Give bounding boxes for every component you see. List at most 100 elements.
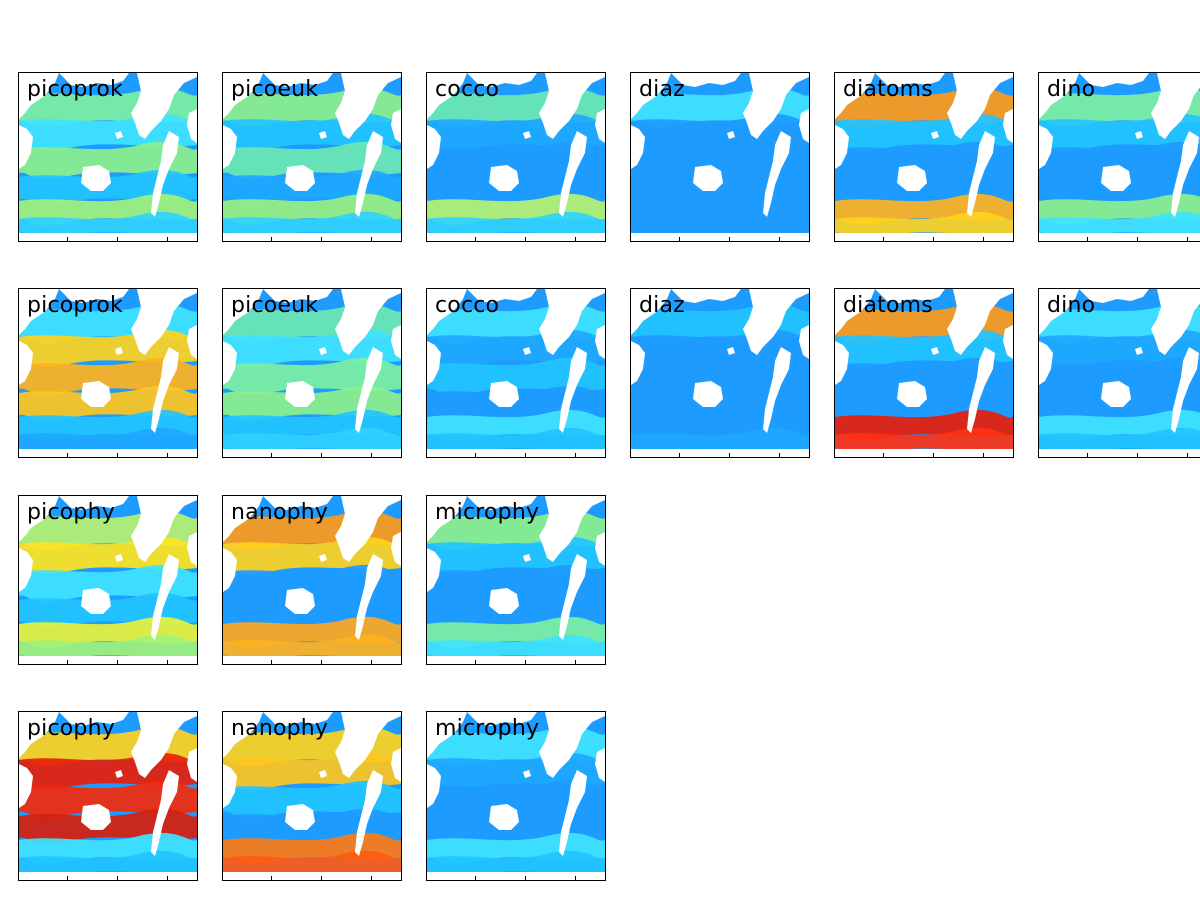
land-mask-4 — [427, 764, 441, 808]
map-plot — [631, 289, 809, 457]
panel-picoprok-row-1: picoprok — [18, 72, 198, 242]
field-band-6 — [19, 850, 197, 878]
land-mask-3 — [19, 712, 59, 758]
land-mask-5 — [693, 381, 723, 407]
field-band-6 — [223, 850, 401, 878]
panel-label: diatoms — [843, 293, 933, 318]
map-plot — [427, 73, 605, 241]
map-plot — [19, 496, 197, 664]
land-mask-2 — [151, 131, 179, 217]
field-band-6 — [835, 427, 1013, 455]
land-mask-3 — [223, 712, 263, 758]
land-mask-3 — [427, 289, 467, 335]
field-band-3 — [19, 780, 197, 818]
land-mask-1 — [131, 496, 197, 562]
panel-dino-row-1: dino — [1038, 72, 1200, 242]
land-mask-7 — [19, 656, 197, 664]
x-tick-1 — [271, 660, 272, 664]
land-mask-5 — [285, 381, 315, 407]
x-tick-1 — [883, 453, 884, 457]
land-mask-9 — [595, 325, 605, 359]
panel-nanophy-row-4: nanophy — [222, 711, 402, 881]
x-tick-1 — [679, 453, 680, 457]
x-tick-3 — [371, 876, 372, 880]
land-mask-3 — [427, 496, 467, 542]
map-plot — [223, 73, 401, 241]
land-mask-9 — [595, 532, 605, 566]
x-tick-2 — [117, 660, 118, 664]
panel-nanophy-row-3: nanophy — [222, 495, 402, 665]
land-mask-9 — [187, 532, 197, 566]
land-mask-7 — [427, 872, 605, 880]
land-mask-6 — [263, 496, 333, 510]
panel-label: dino — [1047, 77, 1096, 102]
land-mask-5 — [285, 804, 315, 830]
land-mask-6 — [671, 73, 741, 87]
land-mask-8 — [727, 131, 735, 139]
land-mask-5 — [285, 165, 315, 191]
land-mask-3 — [223, 289, 263, 335]
panel-label: diaz — [639, 293, 685, 318]
x-tick-1 — [475, 453, 476, 457]
land-mask-1 — [539, 289, 605, 355]
land-mask-7 — [223, 449, 401, 457]
land-mask-1 — [1151, 289, 1200, 355]
land-mask-3 — [1039, 73, 1079, 119]
land-mask-2 — [559, 770, 587, 856]
land-mask-3 — [223, 496, 263, 542]
land-mask-3 — [1039, 289, 1079, 335]
land-mask-8 — [319, 554, 327, 562]
field-band-6 — [427, 211, 605, 239]
land-mask-2 — [559, 131, 587, 217]
land-mask-6 — [467, 289, 537, 303]
land-mask-4 — [19, 764, 33, 808]
field-band-3 — [19, 141, 197, 179]
land-mask-4 — [19, 125, 33, 169]
x-tick-3 — [779, 237, 780, 241]
field-band-3 — [1039, 357, 1200, 395]
land-mask-9 — [595, 748, 605, 782]
field-band-3 — [223, 564, 401, 602]
field-band-3 — [223, 780, 401, 818]
x-tick-2 — [729, 453, 730, 457]
field-band-3 — [19, 357, 197, 395]
x-tick-3 — [167, 237, 168, 241]
field-band-3 — [835, 141, 1013, 179]
x-tick-1 — [1087, 453, 1088, 457]
map-plot — [427, 496, 605, 664]
land-mask-9 — [1003, 109, 1013, 143]
field-band-6 — [835, 211, 1013, 239]
land-mask-3 — [631, 289, 671, 335]
x-tick-1 — [271, 237, 272, 241]
field-band-3 — [427, 780, 605, 818]
field-band-3 — [19, 564, 197, 602]
land-mask-8 — [1135, 131, 1143, 139]
x-tick-3 — [575, 237, 576, 241]
land-mask-2 — [151, 770, 179, 856]
land-mask-5 — [897, 381, 927, 407]
land-mask-9 — [187, 325, 197, 359]
land-mask-4 — [1039, 125, 1053, 169]
x-tick-3 — [371, 453, 372, 457]
land-mask-3 — [427, 73, 467, 119]
field-band-6 — [427, 850, 605, 878]
land-mask-1 — [539, 712, 605, 778]
land-mask-9 — [799, 325, 809, 359]
panel-label: picoprok — [27, 77, 123, 102]
land-mask-6 — [263, 289, 333, 303]
land-mask-6 — [263, 73, 333, 87]
land-mask-9 — [391, 532, 401, 566]
land-mask-1 — [539, 73, 605, 139]
land-mask-4 — [631, 341, 645, 385]
field-band-3 — [1039, 141, 1200, 179]
land-mask-5 — [489, 804, 519, 830]
x-tick-2 — [321, 660, 322, 664]
land-mask-5 — [81, 165, 111, 191]
land-mask-2 — [559, 554, 587, 640]
land-mask-6 — [1079, 289, 1149, 303]
panel-picophy-row-4: picophy — [18, 711, 198, 881]
field-band-3 — [631, 357, 809, 395]
x-tick-2 — [525, 876, 526, 880]
land-mask-7 — [223, 656, 401, 664]
panel-label: cocco — [435, 77, 500, 102]
